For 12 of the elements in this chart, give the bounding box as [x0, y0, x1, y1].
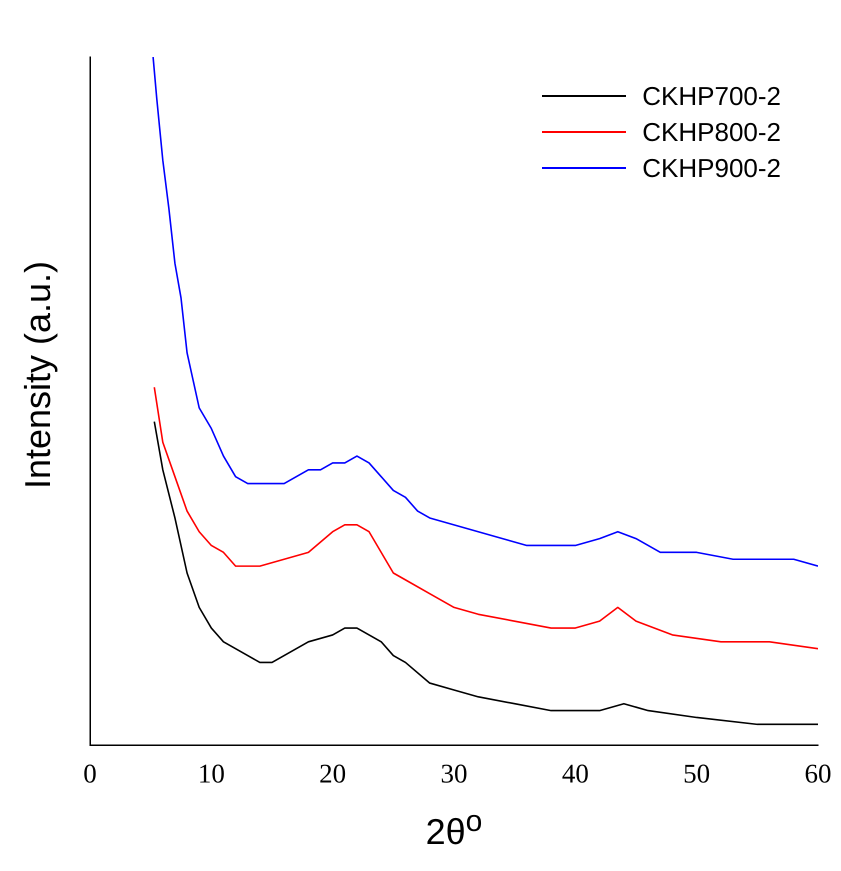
x-axis-title: 2θ$^{o}$: [424, 805, 484, 853]
x-tick-label: 50: [683, 758, 710, 788]
x-tick-label: 40: [562, 758, 589, 788]
x-tick-label: 30: [440, 758, 468, 788]
x-tick-label: 20: [319, 758, 346, 788]
x-tick-label: 60: [804, 758, 832, 788]
legend-label: CKHP900-2: [642, 152, 781, 184]
y-axis-title: Intensity (a.u.): [17, 260, 59, 490]
x-tick-label: 10: [198, 758, 225, 788]
legend-label: CKHP700-2: [642, 80, 781, 112]
legend-label: CKHP800-2: [642, 116, 781, 148]
x-tick-label: 0: [83, 758, 97, 788]
